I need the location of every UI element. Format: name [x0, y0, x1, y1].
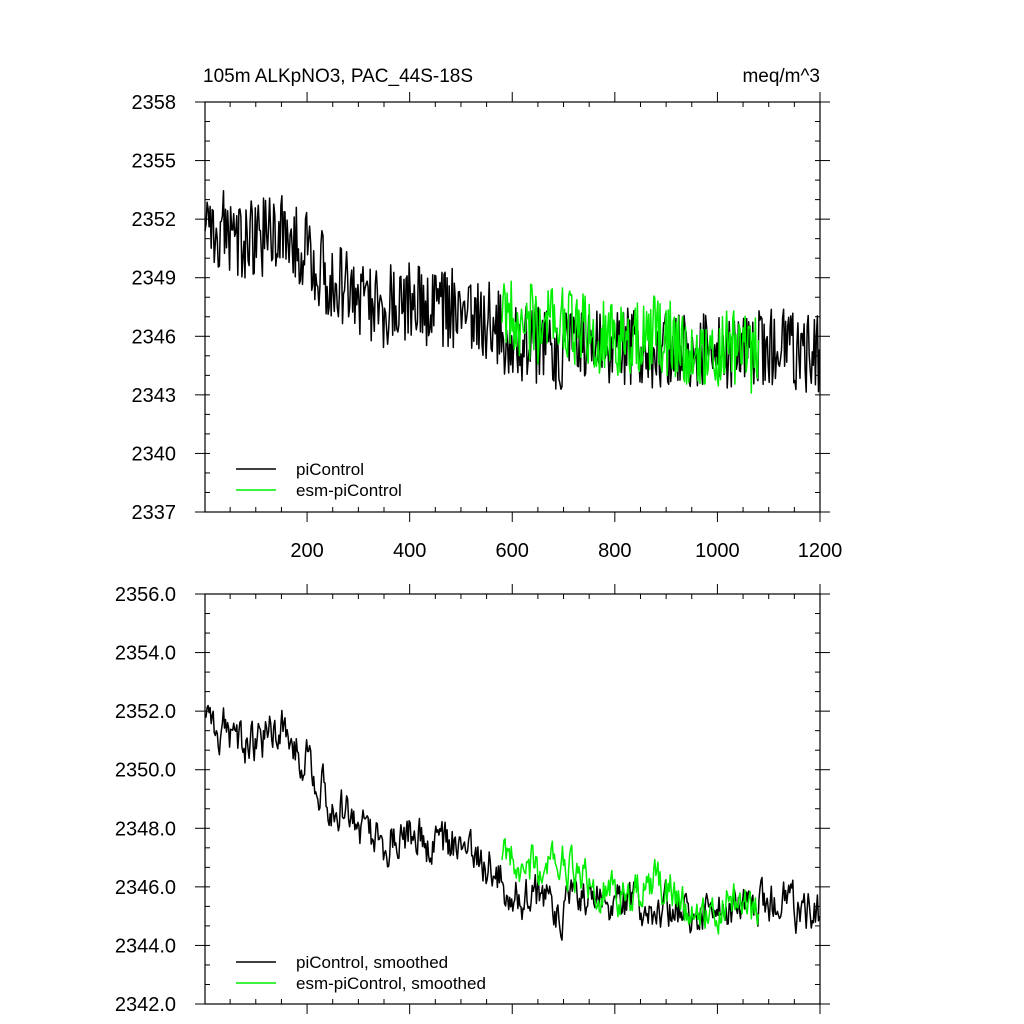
y-tick-label: 2348.0: [115, 818, 176, 840]
panel-top-legend: piControl esm-piControl: [236, 460, 402, 500]
y-tick-label: 2358: [132, 92, 177, 114]
panel-top-frame: [204, 101, 821, 513]
y-tick-label: 2356.0: [115, 584, 176, 606]
panel-top-series: [204, 189, 821, 394]
x-tick-label: 800: [598, 540, 631, 562]
series-line-picontrol: [204, 189, 821, 393]
y-tick-label: 2349: [132, 268, 177, 290]
panel-bottom-series: [204, 704, 821, 941]
y-tick-label: 2350.0: [115, 760, 176, 782]
series-line-picontrol-smoothed: [204, 704, 821, 941]
y-tick-label: 2346: [132, 326, 177, 348]
y-tick-label: 2342.0: [115, 994, 176, 1016]
series-line-esm-picontrol: [501, 280, 760, 394]
legend-label-esm-picontrol-smoothed: esm-piControl, smoothed: [296, 974, 486, 993]
y-tick-label: 2344.0: [115, 935, 176, 957]
y-tick-label: 2346.0: [115, 877, 176, 899]
y-tick-label: 2352.0: [115, 701, 176, 723]
x-tick-label: 600: [496, 540, 529, 562]
y-tick-label: 2340: [132, 443, 177, 465]
series-line-esm-picontrol-smoothed: [501, 838, 760, 935]
panel-bottom-frame: [204, 593, 821, 1005]
panel-top-units: meq/m^3: [742, 66, 820, 87]
panel-bottom: 2342.0 2344.0 2346.0 2348.0 2350.0 2352.0 2354…: [115, 584, 830, 1016]
x-tick-label: 1200: [798, 540, 843, 562]
y-tick-label: 2352: [132, 209, 177, 231]
y-tick-label: 2354.0: [115, 643, 176, 665]
legend-label-picontrol-smoothed: piControl, smoothed: [296, 953, 448, 972]
x-tick-label: 1000: [695, 540, 740, 562]
y-tick-label: 2343: [132, 385, 177, 407]
panel-top: 105m ALKpNO3, PAC_44S-18S meq/m^3 200 400…: [132, 66, 843, 562]
x-tick-label: 400: [393, 540, 426, 562]
x-tick-label: 200: [290, 540, 323, 562]
panel-bottom-ticks: 2342.0 2344.0 2346.0 2348.0 2350.0 2352.0 2354…: [115, 584, 830, 1016]
legend-label-picontrol: piControl: [296, 460, 364, 479]
panel-top-ticks: 200 400 600 800 1000 1200 2337 2340 2343 2346 2349…: [132, 92, 843, 562]
panel-bottom-legend: piControl, smoothed esm-piControl, smoot…: [236, 953, 486, 993]
y-tick-label: 2337: [132, 502, 177, 524]
panel-top-title: 105m ALKpNO3, PAC_44S-18S: [203, 66, 473, 87]
legend-label-esm-picontrol: esm-piControl: [296, 481, 402, 500]
y-tick-label: 2355: [132, 151, 177, 173]
